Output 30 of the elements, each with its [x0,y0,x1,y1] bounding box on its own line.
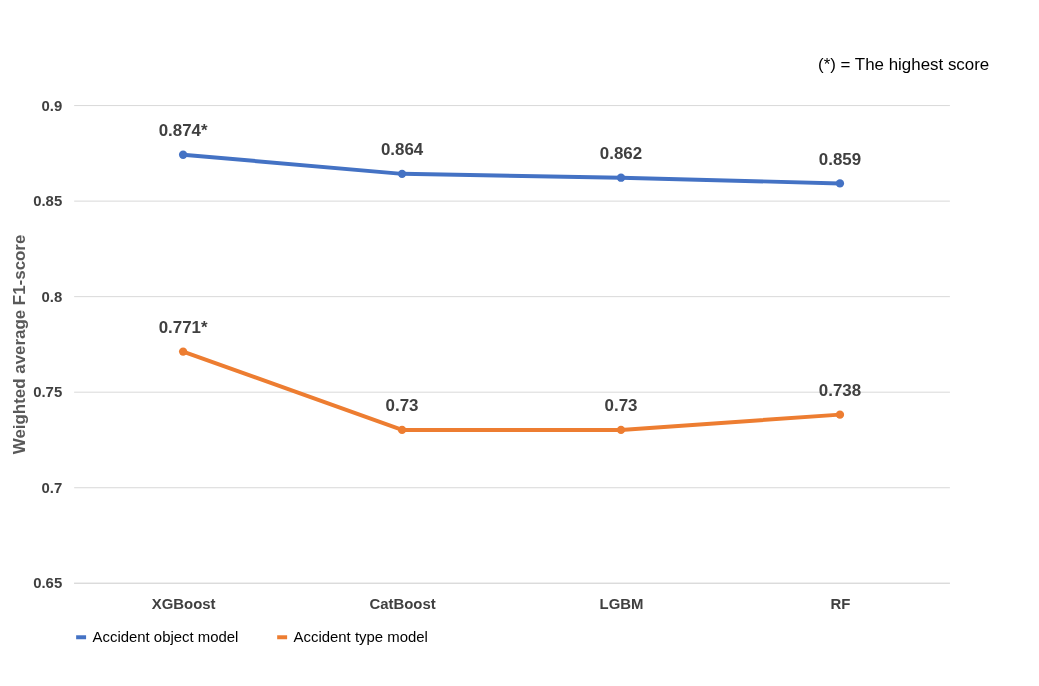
data-label: 0.874* [158,120,208,140]
data-label: 0.771* [158,317,208,337]
x-tick-label: XGBoost [151,595,216,613]
point [178,150,188,159]
y-tick-label: 0.85 [33,192,63,210]
point [397,169,407,179]
data-label: 0.73 [604,396,638,415]
data-label: 0.73 [385,396,419,415]
data-label: 0.859 [818,149,862,169]
point [178,347,188,356]
x-tick-label: CatBoost [369,595,436,613]
point [616,425,626,435]
point [835,410,845,419]
x-tick-label: LGBM [599,595,644,613]
data-label: 0.862 [599,143,643,163]
data-label: 0.738 [818,380,862,400]
y-axis-title: Weighted average F1-score [10,234,30,455]
legend-label: Accident object model [92,628,239,646]
point [835,179,845,188]
y-tick-label: 0.8 [41,287,63,305]
legend-label: Accident type model [293,628,428,646]
point [616,173,626,182]
y-tick-label: 0.65 [33,574,63,592]
data-label: 0.864 [380,139,424,159]
y-tick-label: 0.9 [41,96,63,114]
text: (*) = The highest score [818,55,990,75]
point [397,425,407,435]
x-tick-label: RF [830,595,851,613]
y-tick-label: 0.75 [33,383,63,401]
y-tick-label: 0.7 [41,478,63,496]
